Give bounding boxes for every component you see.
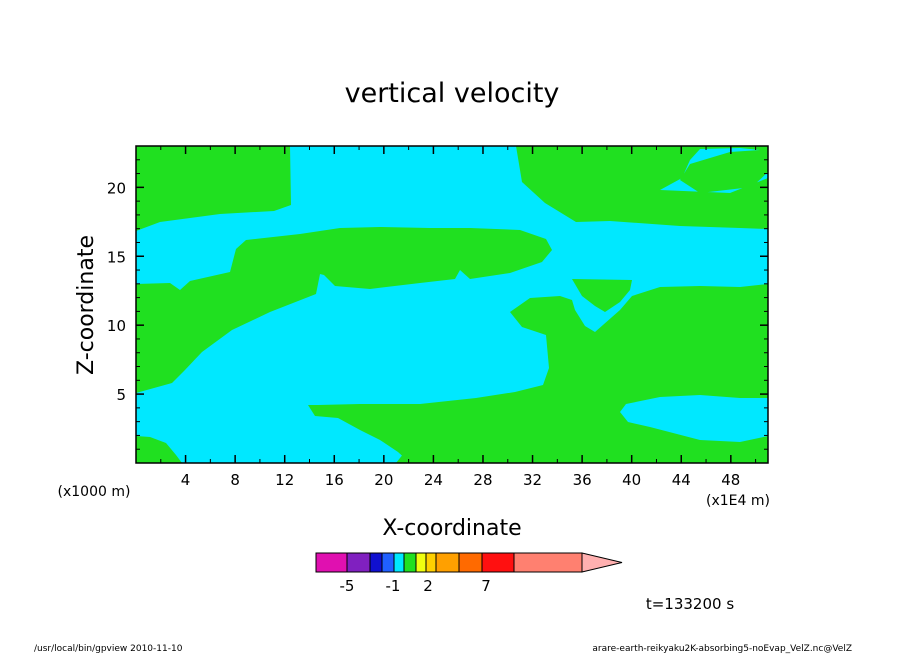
colorbar-labels: -5 -1 2 7 (340, 577, 491, 595)
x-tick-label: 12 (275, 471, 294, 489)
colorbar-segment (381, 552, 395, 573)
region-positive-bottom-mid (396, 453, 410, 463)
y-tick-label: 15 (107, 248, 126, 266)
footer-left: /usr/local/bin/gpview 2010-11-10 (34, 644, 183, 654)
y-unit-label: (x1000 m) (58, 484, 131, 500)
x-unit-label: (x1E4 m) (706, 493, 770, 509)
region-positive-bottom (308, 284, 768, 463)
footer-right: arare-earth-reikyaku2K-absorbing5-noEvap… (592, 644, 852, 654)
colorbar-segment (346, 552, 371, 573)
region-positive-band (136, 227, 552, 393)
region-positive-top-left (136, 146, 291, 231)
region-positive-inner (572, 279, 632, 312)
plot-area (135, 145, 769, 464)
x-tick-label: 28 (473, 471, 492, 489)
x-tick-label: 4 (181, 471, 191, 489)
x-tick-label: 32 (523, 471, 542, 489)
colorbar-segment (458, 552, 483, 573)
colorbar-label: -1 (386, 577, 401, 595)
colorbar-segment (315, 552, 348, 573)
x-axis-ticks: 4 8 12 16 20 24 28 32 36 40 44 48 (160, 146, 757, 489)
colorbar-segment (369, 552, 383, 573)
y-tick-label: 20 (107, 179, 126, 197)
x-axis-label: X-coordinate (382, 516, 521, 541)
y-tick-label: 10 (107, 317, 126, 335)
x-tick-label: 44 (672, 471, 691, 489)
x-tick-label: 24 (424, 471, 443, 489)
x-tick-label: 40 (622, 471, 641, 489)
time-label: t=133200 s (646, 595, 734, 613)
colorbar-segment (415, 552, 427, 573)
colorbar-segment (393, 552, 405, 573)
colorbar-segment (513, 552, 583, 573)
x-tick-label: 8 (230, 471, 240, 489)
y-tick-label: 5 (116, 386, 126, 404)
region-positive-top-right (516, 146, 768, 229)
colorbar-segment (403, 552, 417, 573)
colorbar (315, 552, 623, 573)
x-tick-label: 36 (573, 471, 592, 489)
colorbar-label: -5 (340, 577, 355, 595)
colorbar-label: 7 (481, 577, 491, 595)
x-tick-label: 48 (721, 471, 740, 489)
x-tick-label: 16 (325, 471, 344, 489)
x-tick-label: 20 (374, 471, 393, 489)
colorbar-segment (481, 552, 515, 573)
colorbar-arrow (581, 552, 623, 573)
y-axis-label: Z-coordinate (74, 235, 99, 375)
colorbar-label: 2 (423, 577, 433, 595)
colorbar-segment (435, 552, 460, 573)
plot-frame (135, 145, 769, 464)
region-positive-bottom-left (136, 436, 182, 463)
y-axis-ticks: 5 10 15 20 (107, 159, 768, 450)
colorbar-segment (425, 552, 437, 573)
chart-title: vertical velocity (345, 78, 560, 109)
